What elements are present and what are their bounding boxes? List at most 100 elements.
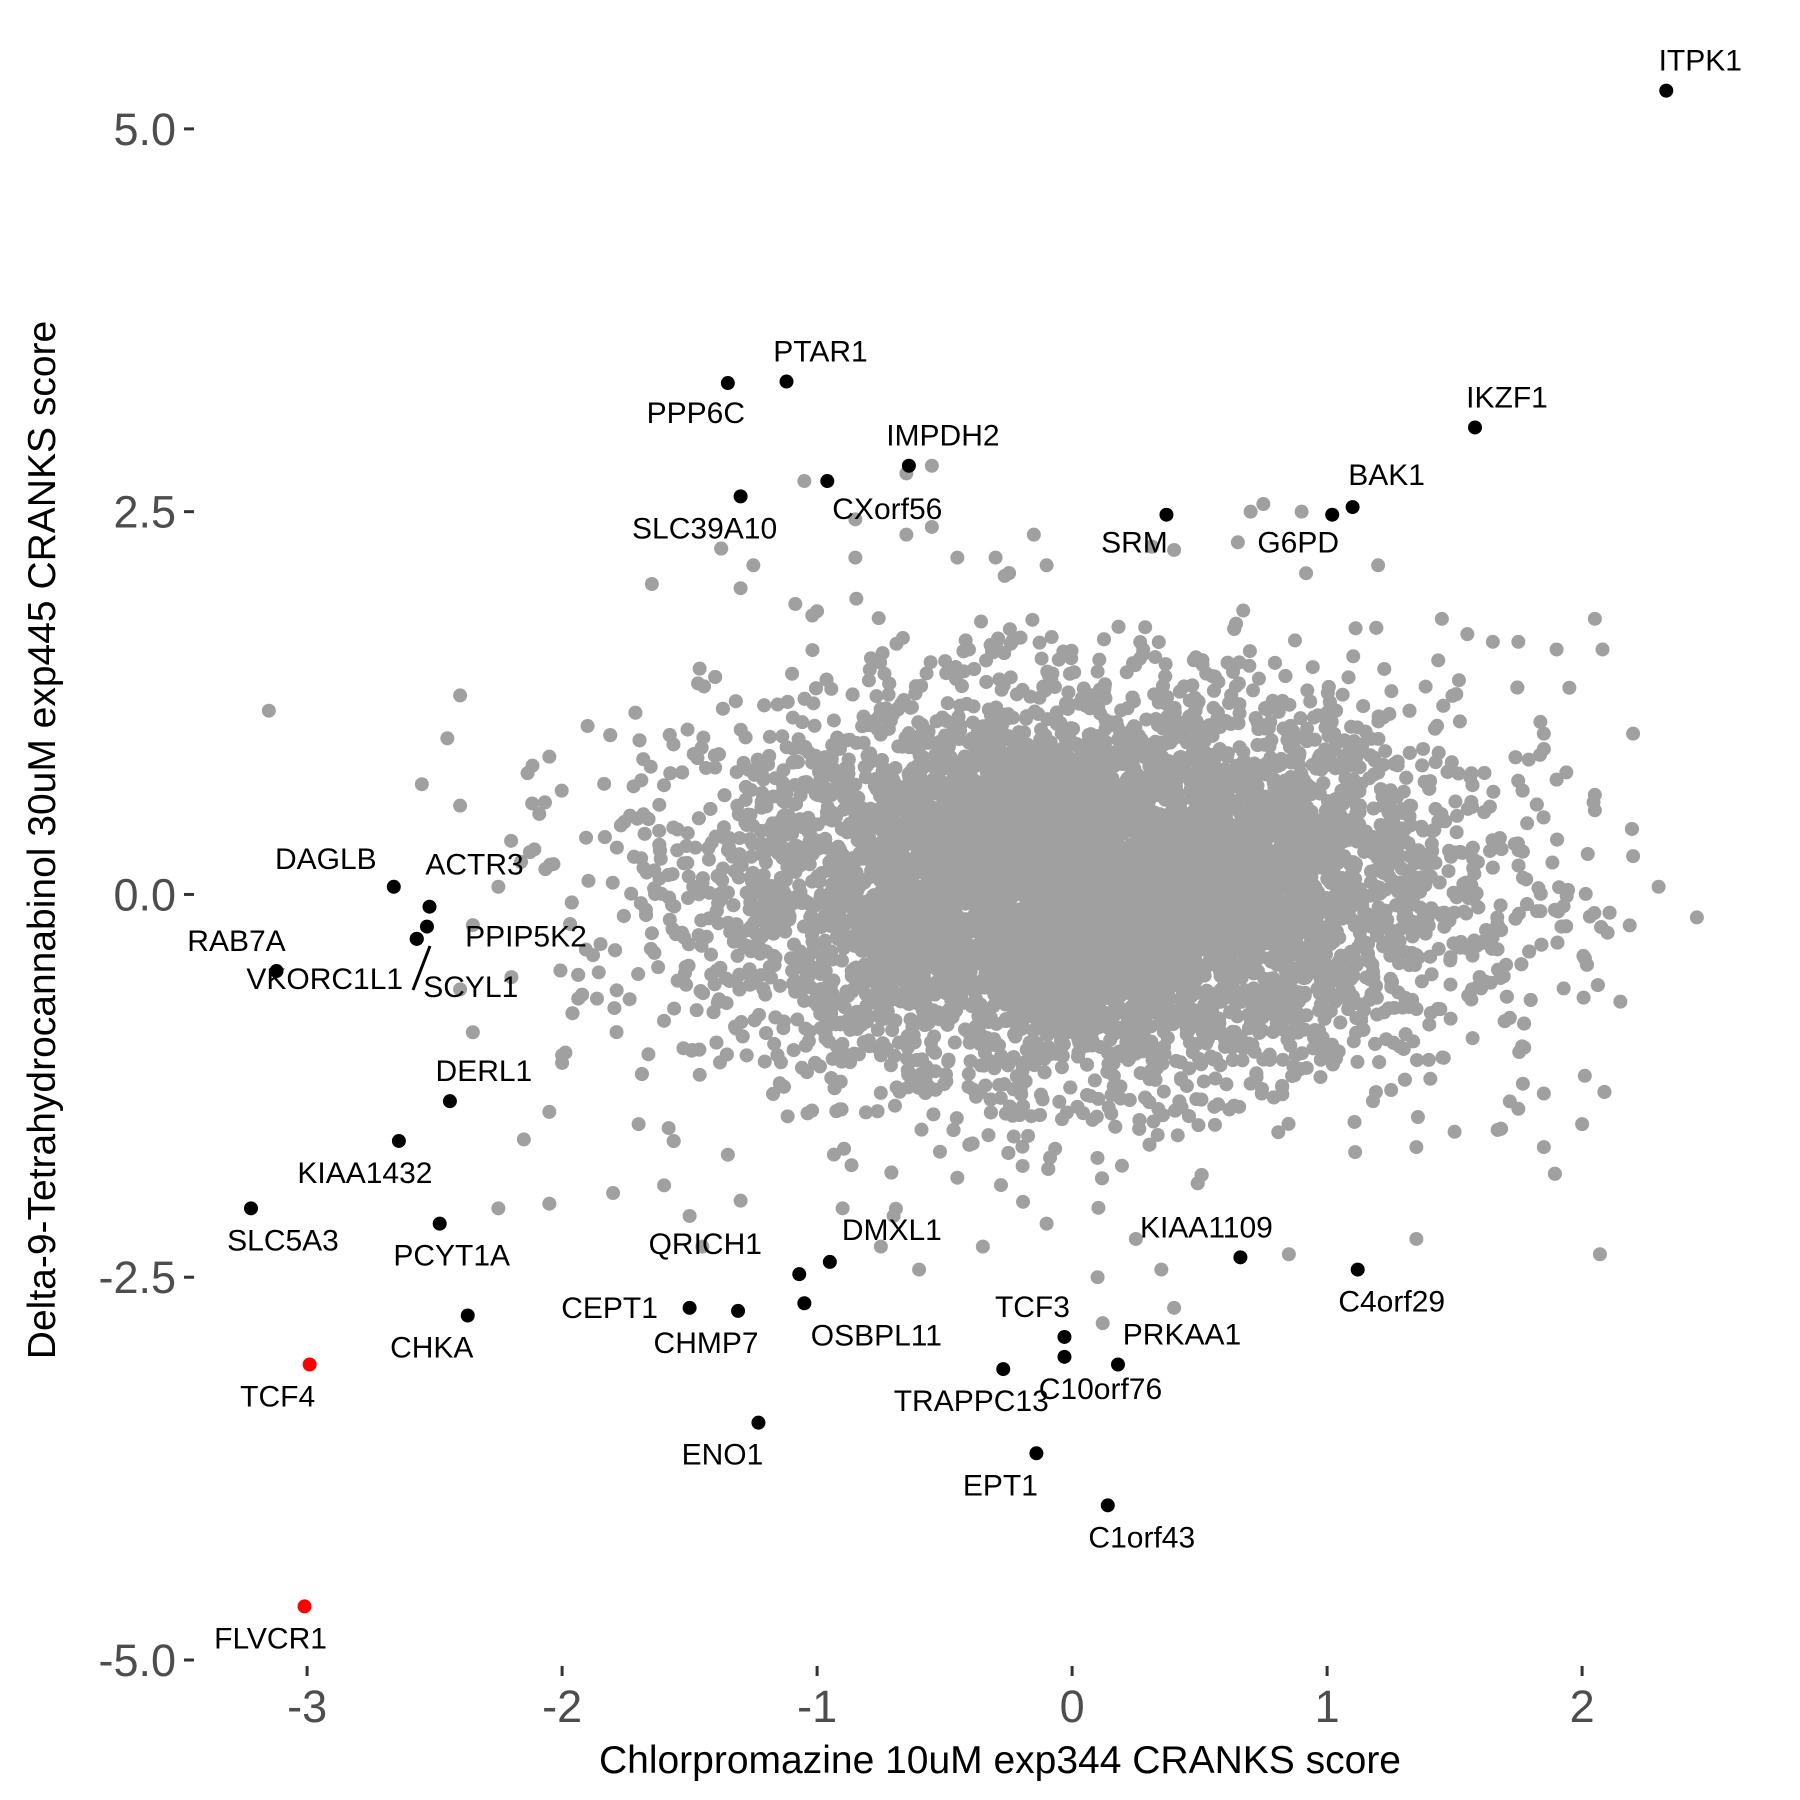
gene-point: [887, 1098, 902, 1113]
gene-point: [624, 886, 639, 901]
gene-point: [1482, 799, 1497, 814]
gene-point: [692, 1067, 707, 1082]
gene-point: [525, 796, 540, 811]
gene-point: [1054, 1112, 1069, 1127]
gene-point: [798, 1021, 813, 1036]
gene-point: [1090, 664, 1105, 679]
gene-point: [605, 875, 620, 890]
gene-point: [656, 778, 671, 793]
gene-point: [1025, 612, 1040, 627]
gene-point: [767, 1036, 782, 1051]
gene-point: [554, 783, 569, 798]
gene-point: [1378, 744, 1393, 759]
gene-point: [961, 1079, 976, 1094]
gene-point: [651, 960, 666, 975]
gene-point: [1452, 714, 1467, 729]
y-tick-label: 2.5: [113, 487, 176, 538]
gene-point: [762, 729, 777, 744]
gene-point: [787, 777, 802, 792]
gene-point: [1236, 603, 1251, 618]
gene-point: [1016, 1194, 1031, 1209]
gene-point: [1044, 629, 1059, 644]
gene-point: [1021, 1128, 1036, 1143]
gene-point: [947, 1035, 962, 1050]
gene-point: [1006, 1129, 1021, 1144]
gene-point: [1450, 808, 1465, 823]
y-tick-label: -2.5: [98, 1252, 176, 1303]
gene-point: [953, 698, 968, 713]
gene-point: [1376, 710, 1391, 725]
gene-point: [1451, 766, 1466, 781]
gene-point: [609, 983, 624, 998]
gene-point: [981, 1128, 996, 1143]
x-tick-label: 0: [1060, 1681, 1085, 1732]
gene-point: [1002, 622, 1017, 637]
gene-point: [1091, 1200, 1106, 1215]
gene-point: [667, 1001, 682, 1016]
gene-point: [923, 655, 938, 670]
gene-point: [795, 715, 810, 730]
gene-point: [631, 967, 646, 982]
gene-point: [1170, 1128, 1185, 1143]
gene-point: [1556, 981, 1571, 996]
gene-point: [704, 947, 719, 962]
gene-point: [1418, 679, 1433, 694]
y-tick-label: 5.0: [113, 104, 176, 155]
gene-point: [622, 992, 637, 1007]
x-tick-label: 2: [1570, 1681, 1595, 1732]
gene-point: [1465, 1031, 1480, 1046]
gene-point: [961, 1066, 976, 1081]
gene-point: [1423, 1071, 1438, 1086]
gene-point: [581, 873, 596, 888]
gene-point: [1416, 741, 1431, 756]
gene-point: [873, 1085, 888, 1100]
gene-point: [1150, 1127, 1165, 1142]
gene-point: [849, 591, 864, 606]
gene-point: [940, 696, 955, 711]
gene-point: [1263, 715, 1278, 730]
gene-point: [1299, 1060, 1314, 1075]
gene-point: [641, 1047, 656, 1062]
gene-point: [597, 776, 612, 791]
gene-point: [1085, 1112, 1100, 1127]
gene-point: [1533, 714, 1548, 729]
gene-point: [1441, 864, 1456, 879]
gene-point: [1299, 566, 1314, 581]
gene-point: [1377, 661, 1392, 676]
gene-point: [591, 965, 606, 980]
gene-point: [1350, 1054, 1365, 1069]
gene-point: [780, 1109, 795, 1124]
gene-point: [1138, 620, 1153, 635]
gene-point: [861, 673, 876, 688]
gene-point: [1486, 784, 1501, 799]
gene-point: [609, 1025, 624, 1040]
gene-point: [609, 840, 624, 855]
gene-point: [1520, 816, 1535, 831]
gene-point: [994, 682, 1009, 697]
gene-point: [1280, 1032, 1295, 1047]
gene-point: [702, 885, 717, 900]
gene-point: [871, 611, 886, 626]
gene-point: [1236, 1041, 1251, 1056]
gene-point: [1101, 1100, 1116, 1115]
gene-point: [1335, 687, 1350, 702]
gene-point: [1455, 845, 1470, 860]
gene-point: [826, 713, 841, 728]
gene-point: [844, 1158, 859, 1173]
y-axis: 5.02.50.0-2.5-5.0: [98, 104, 194, 1686]
gene-point: [805, 643, 820, 658]
gene-point: [883, 1058, 898, 1073]
gene-point: [785, 666, 800, 681]
gene-point: [1499, 957, 1514, 972]
gene-point: [993, 1178, 1008, 1193]
gene-point: [932, 1144, 947, 1159]
gene-point: [1391, 985, 1406, 1000]
gene-point: [696, 730, 711, 745]
gene-point: [532, 806, 547, 821]
gene-point: [1114, 1158, 1129, 1173]
gene-point: [1062, 666, 1077, 681]
gene-point: [732, 831, 747, 846]
gene-point: [680, 891, 695, 906]
gene-point: [1559, 765, 1574, 780]
